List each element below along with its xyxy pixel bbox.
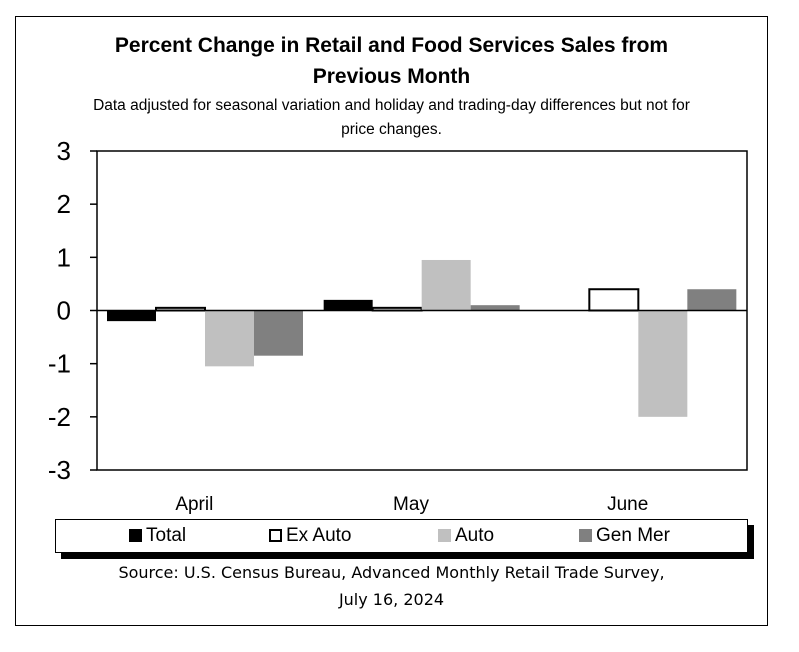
y-tick-label: 2 (57, 189, 71, 219)
legend-swatch-ex-auto (269, 529, 282, 542)
legend-swatch-total (129, 529, 142, 542)
legend-item-auto: Auto (438, 520, 494, 552)
legend-label-ex-auto: Ex Auto (286, 525, 352, 546)
legend-item-ex-auto: Ex Auto (269, 520, 352, 552)
x-tick-label-april: April (175, 494, 213, 515)
legend-item-gen-mer: Gen Mer (579, 520, 670, 552)
bar-ex-auto-june (588, 288, 640, 312)
bar-gen-mer-april (254, 310, 303, 356)
legend-item-total: Total (129, 520, 186, 552)
bar-auto-june (638, 310, 688, 417)
y-tick-label: 3 (57, 136, 71, 166)
legend-label-auto: Auto (455, 525, 495, 546)
y-tick-label: -3 (48, 455, 71, 485)
source-line-2: July 16, 2024 (338, 590, 445, 609)
chart-title-line-1: Percent Change in Retail and Food Servic… (114, 34, 669, 57)
chart-subtitle-line-2: price changes. (341, 121, 442, 138)
bar-total-may (323, 299, 373, 311)
bar-gen-mer-june (687, 289, 737, 311)
legend-swatch-auto (438, 529, 451, 542)
chart-legend: Total Ex Auto Auto Gen Mer (55, 519, 748, 553)
source-line-1: Source: U.S. Census Bureau, Advanced Mon… (118, 563, 665, 582)
chart-title-line-2: Previous Month (312, 65, 471, 88)
bar-auto-may (421, 259, 471, 311)
chart-frame (15, 16, 768, 626)
bar-auto-april (205, 310, 254, 367)
x-tick-label-june: June (607, 494, 648, 515)
bar-gen-mer-may (470, 305, 520, 311)
x-tick-label-may: May (393, 494, 429, 515)
legend-swatch-gen-mer (579, 529, 592, 542)
y-tick-label: -1 (48, 349, 71, 379)
y-tick-label: 1 (57, 242, 71, 272)
bar-total-april (107, 310, 156, 322)
y-tick-label: -2 (48, 402, 71, 432)
chart-subtitle-line-1: Data adjusted for seasonal variation and… (93, 97, 690, 114)
legend-label-total: Total (146, 525, 187, 546)
y-tick-label: 0 (57, 296, 71, 326)
legend-label-gen-mer: Gen Mer (596, 525, 670, 546)
